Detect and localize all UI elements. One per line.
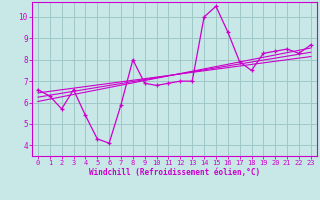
- X-axis label: Windchill (Refroidissement éolien,°C): Windchill (Refroidissement éolien,°C): [89, 168, 260, 177]
